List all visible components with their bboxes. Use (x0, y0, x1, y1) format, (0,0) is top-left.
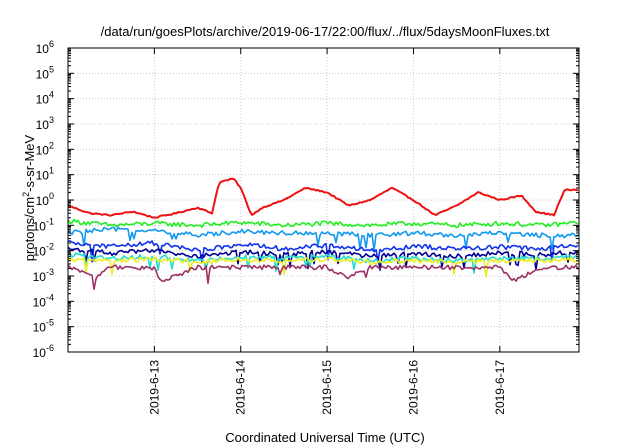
y-tick-exp: -6 (46, 343, 54, 353)
y-tick-base: 10 (36, 143, 50, 157)
series-line-3 (67, 226, 579, 252)
y-label-rest: -s-sr-MeV (22, 134, 37, 191)
x-tick-label: 2019-6-15 (320, 360, 334, 415)
y-label-base: protons/cm (22, 197, 37, 261)
y-tick-exp: 0 (49, 191, 54, 201)
series-line-5 (67, 246, 579, 271)
y-tick-label: 106 (36, 39, 54, 56)
y-tick-exp: 3 (49, 115, 54, 125)
y-tick-base: 10 (33, 321, 47, 335)
y-tick-label: 101 (36, 166, 54, 183)
y-tick-label: 105 (36, 64, 54, 81)
series-line-1 (67, 177, 579, 219)
y-axis-label: protons/cm2-s-sr-MeV (21, 134, 37, 261)
y-tick-label: 10-2 (33, 242, 54, 259)
y-tick-label: 10-4 (33, 292, 54, 309)
y-tick-label: 103 (36, 115, 54, 132)
y-tick-exp: 4 (49, 90, 54, 100)
y-tick-label: 10-6 (33, 343, 54, 360)
y-tick-exp: -5 (46, 318, 54, 328)
y-tick-base: 10 (36, 118, 50, 132)
y-tick-exp: -2 (46, 242, 54, 252)
x-axis-label: Coordinated Universal Time (UTC) (225, 430, 424, 445)
x-tick-label: 2019-6-13 (147, 360, 161, 415)
y-tick-base: 10 (33, 219, 47, 233)
series-line-8 (67, 264, 579, 291)
x-tick-label: 2019-6-16 (406, 360, 420, 415)
y-tick-label: 10-1 (33, 216, 54, 233)
y-tick-base: 10 (36, 194, 50, 208)
x-tick-label: 2019-6-14 (234, 360, 248, 415)
y-tick-base: 10 (36, 169, 50, 183)
y-tick-base: 10 (33, 295, 47, 309)
series-line-7 (67, 256, 579, 278)
y-tick-exp: -3 (46, 267, 54, 277)
grid (68, 48, 579, 352)
y-tick-exp: 5 (49, 64, 54, 74)
series-line-4 (67, 240, 579, 264)
y-tick-label: 104 (36, 90, 54, 107)
y-tick-base: 10 (33, 346, 47, 360)
y-tick-exp: -4 (46, 292, 54, 302)
y-label-sup: 2 (21, 192, 31, 197)
y-tick-base: 10 (33, 270, 47, 284)
x-tick-label: 2019-6-17 (493, 360, 507, 415)
y-tick-base: 10 (36, 42, 50, 56)
y-tick-label: 10-3 (33, 267, 54, 284)
y-tick-exp: -1 (46, 216, 54, 226)
series-layer (67, 177, 579, 291)
series-line-2 (67, 218, 579, 229)
series-line-6 (67, 252, 579, 274)
y-tick-base: 10 (36, 67, 50, 81)
y-tick-label: 10-5 (33, 318, 54, 335)
y-tick-label: 100 (36, 191, 54, 208)
y-tick-exp: 6 (49, 39, 54, 49)
chart-title: /data/run/goesPlots/archive/2019-06-17/2… (101, 24, 550, 39)
y-tick-label: 102 (36, 140, 54, 157)
axes: 10-610-510-410-310-210-11001011021031041… (33, 39, 580, 415)
y-tick-base: 10 (33, 245, 47, 259)
y-tick-exp: 2 (49, 140, 54, 150)
y-tick-exp: 1 (49, 166, 54, 176)
y-tick-base: 10 (36, 93, 50, 107)
